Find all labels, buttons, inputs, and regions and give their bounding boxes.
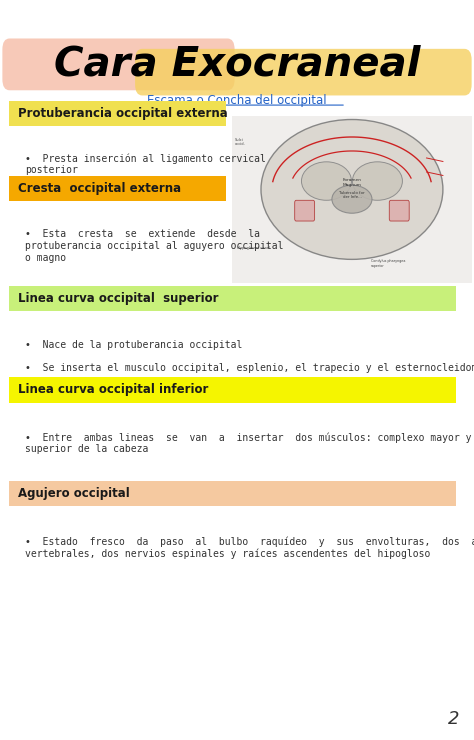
Text: Agujero occipital: Agujero occipital	[18, 487, 130, 500]
Text: •  Presta inserción al ligamento cervical
posterior: • Presta inserción al ligamento cervical…	[25, 153, 265, 175]
FancyBboxPatch shape	[9, 176, 226, 201]
Text: Linea curva occipital inferior: Linea curva occipital inferior	[18, 383, 209, 397]
Text: Linea curva occipital  superior: Linea curva occipital superior	[18, 292, 219, 305]
Text: Foramen
Magnum: Foramen Magnum	[342, 178, 362, 186]
FancyBboxPatch shape	[9, 481, 456, 506]
Text: Cara Exocraneal: Cara Exocraneal	[54, 44, 420, 84]
Text: •  Se inserta el musculo occipital, esplenio, el trapecio y el esternocleidomast: • Se inserta el musculo occipital, esple…	[25, 363, 474, 373]
FancyBboxPatch shape	[389, 201, 409, 221]
Text: Hypoglossal canal: Hypoglossal canal	[237, 246, 270, 250]
Text: •  Estado  fresco  da  paso  al  bulbo  raquídeo  y  sus  envolturas,  dos  arte: • Estado fresco da paso al bulbo raquíde…	[25, 536, 474, 559]
FancyBboxPatch shape	[232, 116, 472, 283]
Ellipse shape	[261, 119, 443, 260]
Ellipse shape	[352, 162, 402, 201]
Text: Protuberancia occipital externa: Protuberancia occipital externa	[18, 107, 228, 120]
FancyBboxPatch shape	[135, 49, 472, 95]
Text: •  Nace de la protuberancia occipital: • Nace de la protuberancia occipital	[25, 340, 242, 351]
FancyBboxPatch shape	[2, 38, 235, 90]
Text: Cresta  occipital externa: Cresta occipital externa	[18, 182, 181, 195]
Text: Sulci
occid.: Sulci occid.	[235, 138, 246, 147]
Ellipse shape	[332, 185, 372, 213]
Text: •  Esta  cresta  se  extiende  desde  la
protuberancia occipital al aguyero occi: • Esta cresta se extiende desde la protu…	[25, 229, 283, 263]
Text: Escama o Concha del occipital: Escama o Concha del occipital	[147, 94, 327, 107]
Text: 2: 2	[448, 710, 460, 728]
Text: Condylus pharyngea
superior: Condylus pharyngea superior	[371, 259, 406, 268]
Text: •  Entre  ambas lineas  se  van  a  insertar  dos músculos: complexo mayor y obl: • Entre ambas lineas se van a insertar d…	[25, 432, 474, 454]
FancyBboxPatch shape	[9, 101, 226, 126]
Text: Tubérculo for
der Infe...: Tubérculo for der Infe...	[339, 191, 365, 199]
FancyBboxPatch shape	[9, 377, 456, 403]
Ellipse shape	[301, 162, 352, 201]
FancyBboxPatch shape	[9, 286, 456, 311]
FancyBboxPatch shape	[295, 201, 315, 221]
